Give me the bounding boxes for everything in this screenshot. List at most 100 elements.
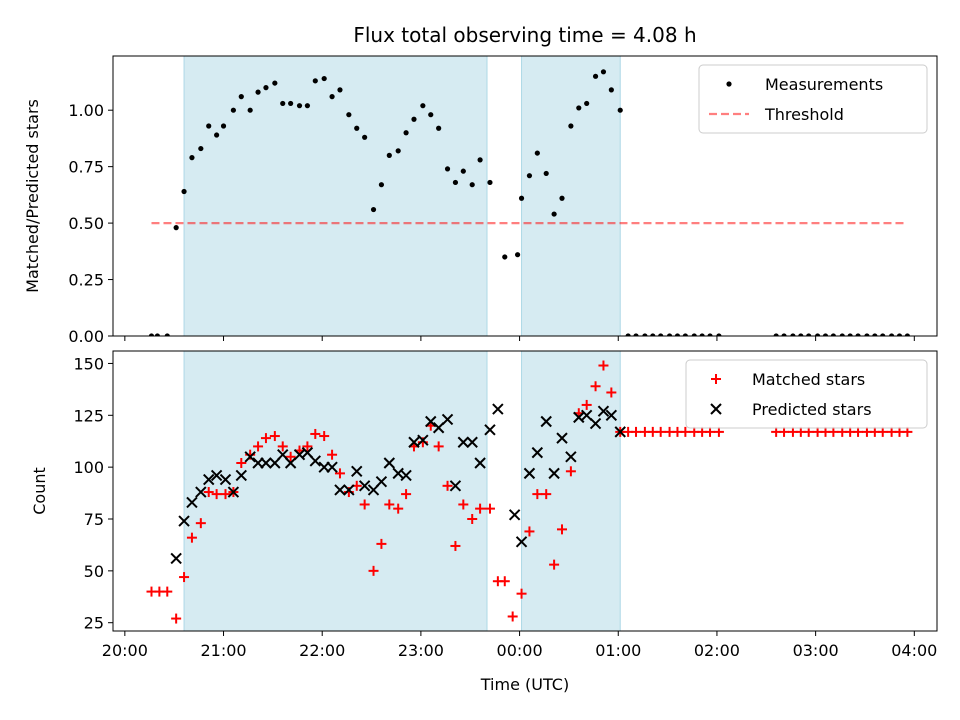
y-tick-label: 125 xyxy=(73,406,104,425)
bottom-panel: 25 50 75 100 125 150 20:00 21:00 22:00 23:00 00:00… xyxy=(30,350,938,694)
matched-point xyxy=(203,487,214,498)
predicted-point xyxy=(326,461,338,473)
measurement-point xyxy=(568,123,574,129)
matched-point xyxy=(310,428,321,439)
marker-stroke xyxy=(425,415,437,428)
matched-point xyxy=(442,480,453,491)
marker-stroke xyxy=(614,426,626,438)
predicted-point xyxy=(466,436,478,448)
measurement-point xyxy=(321,75,327,82)
matched-point xyxy=(467,514,478,524)
measurement-point xyxy=(354,125,360,131)
matched-point xyxy=(877,426,888,437)
matched-point xyxy=(475,503,486,514)
marker-stroke xyxy=(301,446,314,459)
matched-point xyxy=(211,489,222,500)
measurement-point xyxy=(189,155,195,161)
matched-point xyxy=(549,559,560,570)
measurement-point xyxy=(781,333,787,336)
marker-stroke xyxy=(358,480,371,492)
matched-point xyxy=(285,451,296,462)
matched-point xyxy=(401,489,412,500)
plot-area xyxy=(148,69,910,336)
matched-point xyxy=(269,431,280,442)
measurement-point xyxy=(206,123,212,129)
measurement-point xyxy=(238,94,244,100)
matched-point xyxy=(631,426,642,437)
marker-stroke xyxy=(605,409,618,422)
x-tick-label: 21:00 xyxy=(200,641,246,660)
marker-stroke xyxy=(492,403,504,415)
matched-point xyxy=(705,426,716,437)
marker-stroke xyxy=(326,461,338,473)
marker-stroke xyxy=(508,509,521,521)
matched-point xyxy=(541,489,552,500)
predicted-point xyxy=(195,486,207,498)
predicted-point xyxy=(425,415,437,428)
measurement-point xyxy=(633,333,639,336)
measurement-point xyxy=(543,170,549,177)
measurement-point xyxy=(880,333,886,336)
plot-area xyxy=(146,360,913,624)
marker-stroke xyxy=(531,446,544,459)
y-tick-label: 0.75 xyxy=(68,158,104,177)
predicted-point xyxy=(484,424,496,436)
measurement-point xyxy=(403,130,409,136)
measurement-point xyxy=(436,125,442,131)
matched-point xyxy=(376,538,387,549)
predicted-point xyxy=(375,475,388,488)
marker-stroke xyxy=(432,422,445,434)
measurement-point xyxy=(173,225,179,231)
measurement-point xyxy=(329,94,335,100)
matched-point xyxy=(507,611,518,622)
measurement-point xyxy=(288,100,294,107)
predicted-point xyxy=(540,415,552,428)
marker-stroke xyxy=(293,448,306,461)
predicted-point xyxy=(227,486,240,498)
chart-title: Flux total observing time = 4.08 h xyxy=(353,23,696,47)
marker-stroke xyxy=(351,465,363,478)
measurement-point xyxy=(559,195,565,201)
matched-point xyxy=(581,399,592,410)
predicted-point xyxy=(605,409,618,422)
measurement-point xyxy=(214,132,220,138)
predicted-point xyxy=(178,515,190,527)
measurement-point xyxy=(444,166,451,172)
predicted-point xyxy=(515,536,528,548)
matched-point xyxy=(162,586,173,597)
x-tick-label: 20:00 xyxy=(102,641,148,660)
measurement-point xyxy=(154,333,161,336)
measurement-point xyxy=(362,134,368,140)
predicted-point xyxy=(531,446,544,459)
x-tick-label: 01:00 xyxy=(595,641,641,660)
shaded-interval xyxy=(521,55,621,337)
legend-marker xyxy=(726,81,732,87)
measurement-point xyxy=(666,333,673,336)
matched-point xyxy=(902,426,913,437)
measurement-point xyxy=(534,150,540,156)
measurement-point xyxy=(378,182,385,188)
measurement-point xyxy=(798,333,804,336)
y-tick-label: 25 xyxy=(84,614,104,633)
predicted-point xyxy=(219,473,232,486)
measurement-point xyxy=(272,80,278,86)
predicted-point xyxy=(597,405,610,417)
y-tick-label: 75 xyxy=(84,510,104,529)
marker-stroke xyxy=(235,469,247,482)
x-tick-label: 00:00 xyxy=(497,641,543,660)
matched-point xyxy=(433,441,444,452)
measurement-point xyxy=(889,333,895,336)
marker-stroke xyxy=(408,436,420,448)
marker-stroke xyxy=(400,469,412,482)
x-tick-label: 04:00 xyxy=(891,641,937,660)
measurement-point xyxy=(904,333,910,336)
legend-label: Matched stars xyxy=(752,370,865,389)
series-measurements xyxy=(148,69,910,336)
measurement-point xyxy=(707,333,713,336)
marker-stroke xyxy=(203,473,215,486)
marker-stroke xyxy=(589,417,602,430)
measurement-point xyxy=(855,333,861,336)
measurement-point xyxy=(337,87,343,93)
predicted-point xyxy=(417,434,429,446)
predicted-point xyxy=(358,480,371,492)
